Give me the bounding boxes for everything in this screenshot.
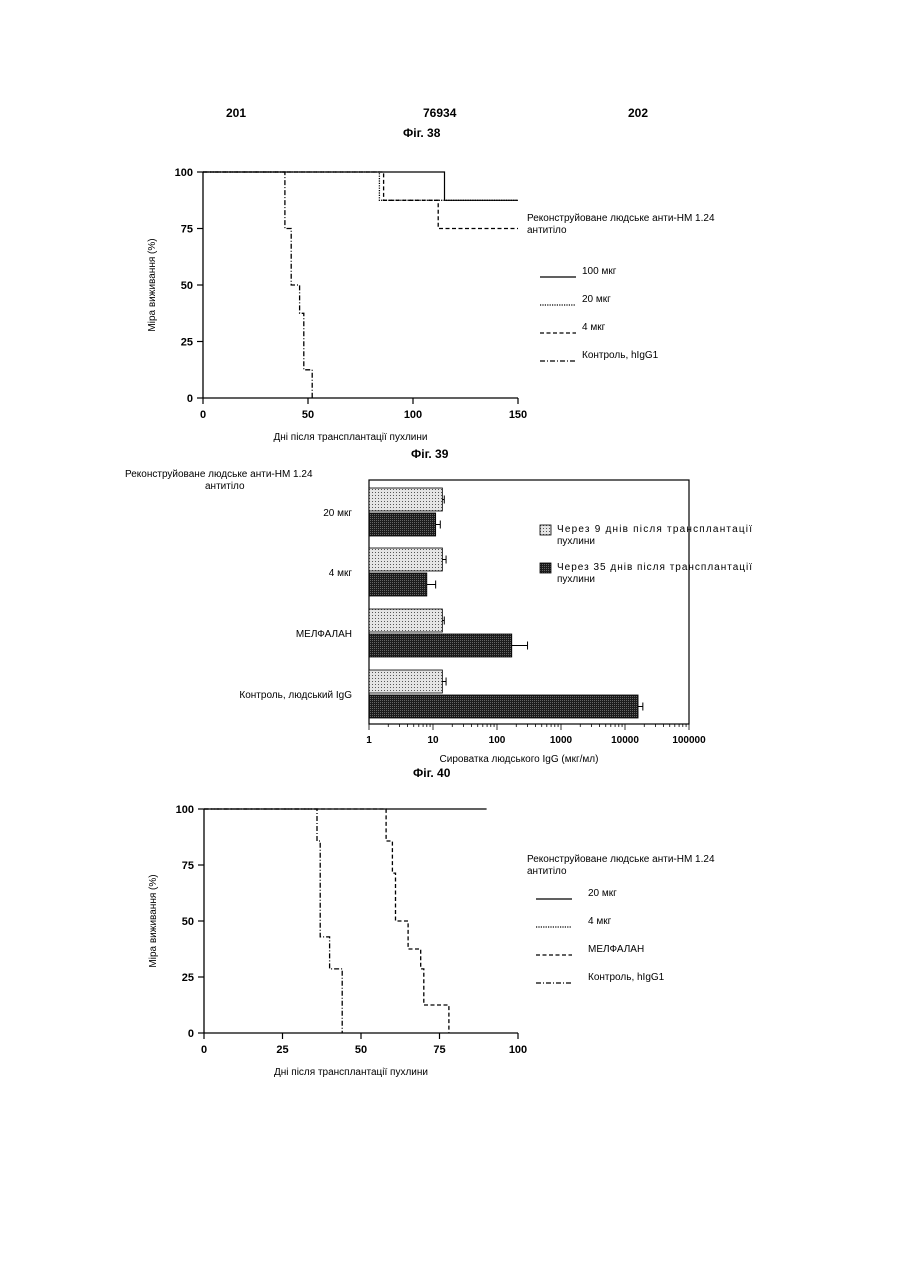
fig39-category-label: 4 мкг	[329, 568, 353, 579]
fig38-series-1	[203, 172, 518, 200]
fig39-bar-day9	[369, 488, 442, 511]
fig38-legend-label-3: Контроль, hIgG1	[582, 350, 659, 361]
fig38-legend-label-1: 20 мкг	[582, 294, 611, 305]
fig40-series-3	[204, 809, 342, 1033]
fig39-bar-day35	[369, 695, 638, 718]
fig38-series-3	[203, 172, 312, 398]
fig38-ytick-label: 75	[181, 224, 193, 236]
fig39-bar-day9	[369, 609, 442, 632]
fig40-legend-label-0: 20 мкг	[588, 888, 617, 899]
fig40-legend-title: Реконструйоване людське анти-НМ 1.24	[527, 854, 715, 865]
fig40-legend-label-1: 4 мкг	[588, 916, 612, 927]
fig38-ytick-label: 100	[175, 167, 193, 179]
fig39-legend-label-1-2: пухлини	[557, 574, 595, 585]
fig40-xtick-label: 100	[509, 1044, 527, 1056]
fig39-bar-day35	[369, 634, 512, 657]
fig39-legend-label-0: Через 9 днів після трансплантації	[557, 524, 752, 535]
fig38-xtick-label: 50	[302, 409, 314, 421]
fig40-series-2	[204, 809, 449, 1033]
fig38-ytick-label: 50	[181, 280, 193, 292]
fig40-xtick-label: 25	[276, 1044, 288, 1056]
fig39-xtick-label: 10	[427, 735, 439, 746]
fig39-bar-day35	[369, 513, 436, 536]
fig38-ytick-label: 0	[187, 393, 193, 405]
fig38-legend-title-2: антитіло	[527, 225, 567, 236]
fig39-category-label: Контроль, людський IgG	[239, 690, 352, 701]
fig39-group-title-2: антитіло	[205, 481, 245, 492]
fig40-ytick-label: 25	[182, 972, 194, 984]
fig40-xtick-label: 50	[355, 1044, 367, 1056]
fig39-bar-day9	[369, 670, 442, 693]
fig40-ylabel: Міра виживання (%)	[148, 874, 159, 967]
fig39-legend-swatch-0	[540, 525, 551, 535]
fig40-ytick-label: 75	[182, 860, 194, 872]
fig40-ytick-label: 0	[188, 1028, 194, 1040]
fig40-legend-title-2: антитіло	[527, 866, 567, 877]
fig40-ytick-label: 50	[182, 916, 194, 928]
fig40-xtick-label: 75	[433, 1044, 445, 1056]
fig39-bar-day9	[369, 548, 442, 571]
fig40-legend-label-2: МЕЛФАЛАН	[588, 944, 644, 955]
fig40-xtick-label: 0	[201, 1044, 207, 1056]
fig38-ytick-label: 25	[181, 337, 193, 349]
fig39-xtick-label: 10000	[611, 735, 639, 746]
fig39-xtick-label: 1000	[550, 735, 573, 746]
fig39-group-title: Реконструйоване людське анти-НМ 1.24	[125, 469, 313, 480]
fig38-series-0	[203, 172, 518, 200]
fig38-legend-label-0: 100 мкг	[582, 266, 617, 277]
fig39-legend-swatch-1	[540, 563, 551, 573]
fig38-legend-title: Реконструйоване людське анти-НМ 1.24	[527, 213, 715, 224]
fig39-xtick-label: 100000	[672, 735, 706, 746]
fig38-legend-label-2: 4 мкг	[582, 322, 606, 333]
fig40-xlabel: Дні після трансплантації пухлини	[274, 1067, 428, 1078]
fig39-legend-label-1: Через 35 днів після трансплантації	[557, 562, 752, 573]
fig39-category-label: МЕЛФАЛАН	[296, 629, 352, 640]
fig38-xtick-label: 150	[509, 409, 527, 421]
fig38-xlabel: Дні після трансплантації пухлини	[274, 432, 428, 443]
fig39-legend-label-0-2: пухлини	[557, 536, 595, 547]
fig38-xtick-label: 0	[200, 409, 206, 421]
fig39-category-label: 20 мкг	[323, 508, 352, 519]
fig40-ytick-label: 100	[176, 804, 194, 816]
fig39-xtick-label: 1	[366, 735, 372, 746]
fig39-xtick-label: 100	[489, 735, 506, 746]
fig40-legend-label-3: Контроль, hIgG1	[588, 972, 665, 983]
fig38-xtick-label: 100	[404, 409, 422, 421]
fig38-ylabel: Міра виживання (%)	[147, 238, 158, 331]
fig39-xlabel: Сироватка людського IgG (мкг/мл)	[440, 754, 599, 765]
fig39-bar-day35	[369, 573, 427, 596]
